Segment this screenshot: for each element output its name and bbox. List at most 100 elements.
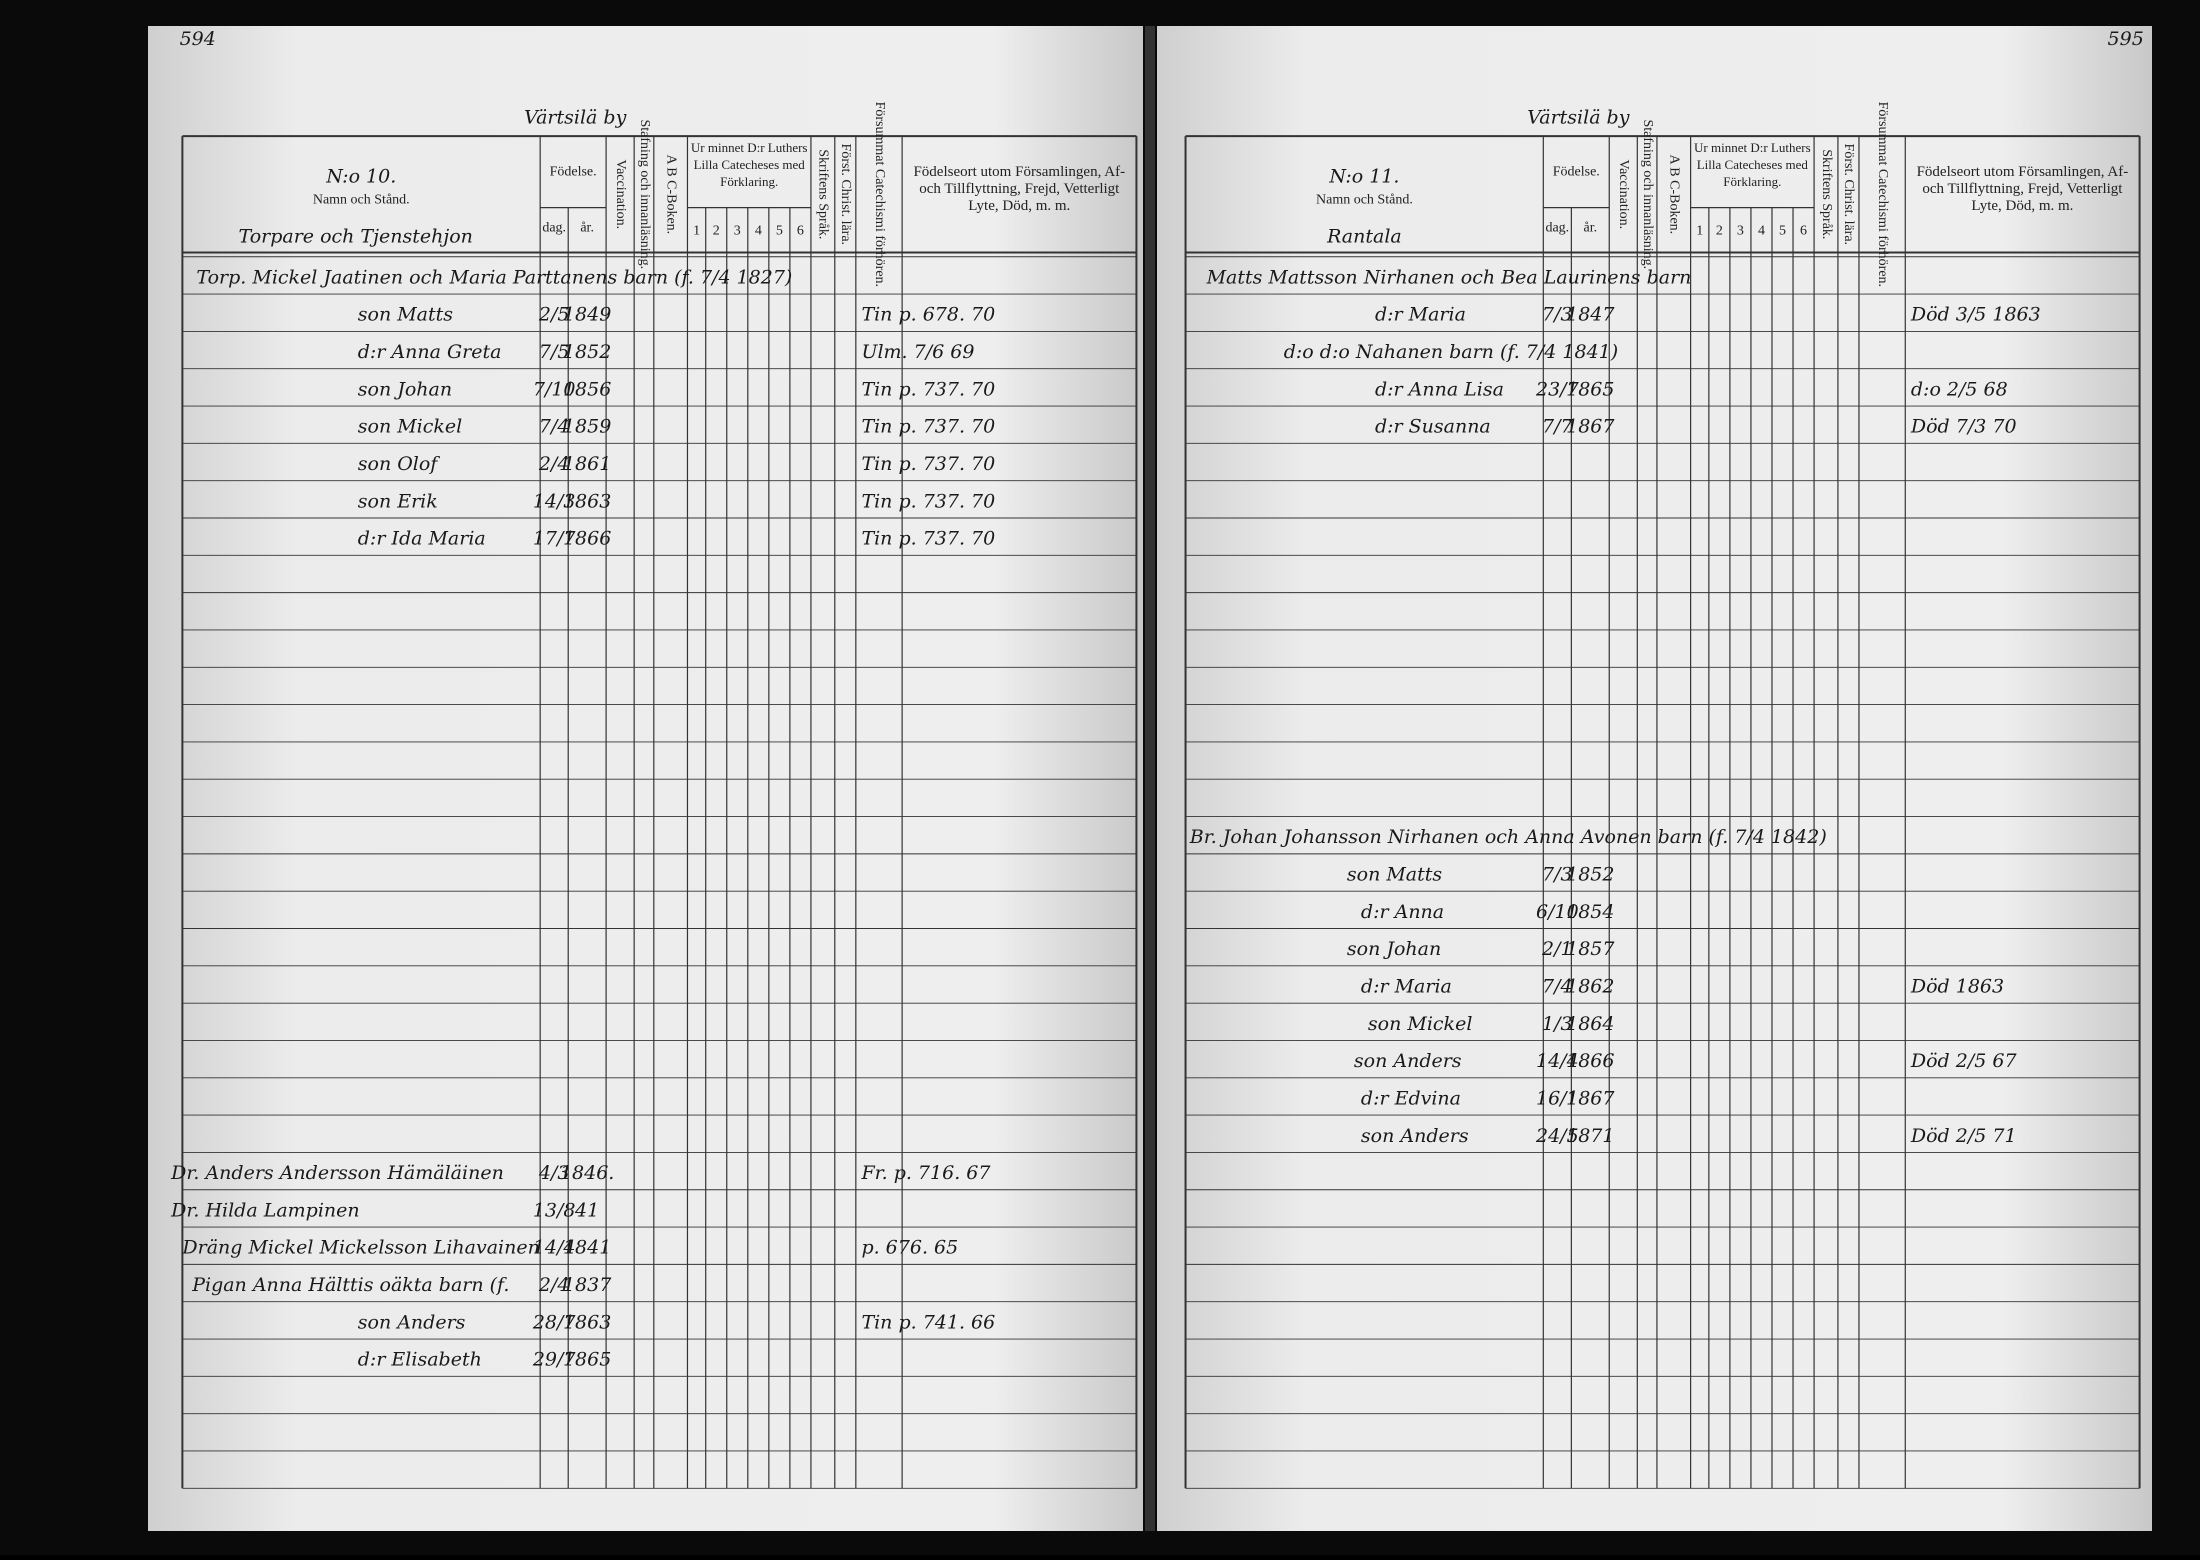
catechism-part-header: 1 (693, 223, 700, 238)
catechism-part-header: 5 (1779, 223, 1786, 238)
entry-note: Tin p. 737. 70 (861, 416, 995, 438)
entry-year: 1871 (1566, 1125, 1614, 1147)
entry-note: Ulm. 7/6 69 (861, 341, 974, 363)
remarks-header: Födelseort utom Församlingen, Af- och Ti… (1916, 164, 2129, 215)
entry-year: 1852 (1566, 864, 1614, 886)
catechism-part-header: 6 (1800, 223, 1807, 238)
name-header: Namn och Stånd. (313, 192, 410, 207)
entry-year: 1866 (563, 528, 611, 550)
entry-day: 7/7 (1542, 416, 1573, 438)
entry-name: son Matts (358, 304, 454, 326)
remarks-header: Födelseort utom Församlingen, Af- och Ti… (913, 164, 1125, 214)
entry-year: 1867 (1566, 1087, 1615, 1109)
abc-header: A B C-Boken. (1667, 154, 1682, 234)
entry-day: 2/4 (538, 453, 570, 475)
entry-day: 16/1 (1536, 1087, 1579, 1109)
entry-name: d:r Maria (1375, 304, 1466, 326)
catechism-part-header: 1 (1696, 223, 1703, 238)
catechism-part-header: 5 (776, 223, 783, 238)
entry-note: Tin p. 737. 70 (861, 378, 995, 400)
entry-name: son Erik (358, 490, 438, 512)
entry-name: d:r Maria (1361, 975, 1452, 997)
entry-day: 14/3 (533, 490, 576, 512)
doctrine-header: Först. Christ. lära. (838, 144, 853, 246)
entry-day: 13/8 (533, 1199, 576, 1221)
year-header: år. (580, 220, 594, 235)
entry-year: 1852 (563, 341, 611, 363)
entry-note: Tin p. 678. 70 (861, 304, 995, 326)
entry-day: 7/3 (1542, 304, 1573, 326)
entry-day: 2/5 (538, 304, 570, 326)
entry-note: Död 3/5 1863 (1910, 304, 2041, 326)
entry-name: Pigan Anna Hälttis oäkta barn (f. (191, 1274, 509, 1296)
catechism-part-header: 4 (1758, 223, 1765, 238)
catechism-part-header: 3 (1737, 223, 1744, 238)
entry-name: son Mickel (1368, 1013, 1472, 1035)
page-heading: Värtsilä by (1527, 106, 1629, 128)
birth-header: Födelse. (1553, 164, 1600, 179)
catechism-header-text: Ur minnet D:r Luthers Lilla Catecheses m… (690, 139, 808, 189)
entry-note: d:o 2/5 68 (1911, 378, 2008, 400)
entry-year: 1865 (563, 1349, 611, 1371)
entry-day: 7/3 (1542, 864, 1573, 886)
entry-day: 14/4 (533, 1237, 576, 1259)
entry-note: Fr. p. 716. 67 (860, 1162, 991, 1184)
entry-day: 2/1 (1541, 938, 1573, 960)
scripture-header: Skriftens Språk. (1819, 149, 1834, 239)
page-number: 595 (2108, 28, 2144, 50)
entry-year: 1867 (1566, 416, 1615, 438)
remarks-header-text: Födelseort utom Församlingen, Af- och Ti… (1916, 164, 2129, 215)
entry-name: d:r Anna Greta (358, 341, 502, 363)
entry-name: son Olof (358, 453, 441, 475)
entry-day: 7/4 (539, 416, 570, 438)
entry-name: son Anders (1354, 1050, 1462, 1072)
catechism-part-header: 2 (1716, 223, 1723, 238)
entry-year: 1856 (563, 378, 611, 400)
entry-day: 7/10 (533, 378, 576, 400)
abc-header: A B C-Boken. (663, 154, 678, 234)
page-subheading: Rantala (1326, 226, 1402, 248)
entry-year: 1866 (1566, 1050, 1614, 1072)
entry-name: Dr. Hilda Lampinen (170, 1199, 359, 1221)
entry-note: Tin p. 741. 66 (861, 1311, 995, 1333)
entry-day: 1/3 (1542, 1013, 1573, 1035)
entry-note: Tin p. 737. 70 (861, 453, 995, 475)
catechism-part-header: 6 (797, 223, 804, 238)
entry-day: 23/7 (1535, 378, 1580, 400)
entry-name: Matts Mattsson Nirhanen och Bea Laurinen… (1206, 266, 1692, 288)
entry-year: 1849 (563, 304, 611, 326)
entry-name: Torp. Mickel Jaatinen och Maria Parttane… (196, 266, 792, 288)
day-header: dag. (1545, 220, 1569, 235)
entry-day: 24/5 (1535, 1125, 1579, 1147)
vaccination-header: Vaccination. (1616, 160, 1631, 230)
catechism-header: Ur minnet D:r Luthers Lilla Catecheses m… (1694, 139, 1811, 189)
catechism-header-text: Ur minnet D:r Luthers Lilla Catecheses m… (1694, 139, 1811, 189)
catechism-header: Ur minnet D:r Luthers Lilla Catecheses m… (690, 139, 808, 189)
entry-year: 1854 (1566, 901, 1614, 923)
entry-day: 7/4 (1542, 975, 1573, 997)
entry-name: son Matts (1347, 864, 1443, 886)
catechism-part-header: 4 (755, 223, 762, 238)
entry-year: 1863 (563, 1311, 611, 1333)
doctrine-header: Först. Christ. lära. (1841, 144, 1856, 246)
entry-year: 1865 (1566, 378, 1614, 400)
missed-header: Försummat Catechismi förhören. (872, 102, 887, 287)
entry-year: 1861 (563, 453, 611, 475)
entry-name: d:r Elisabeth (358, 1349, 482, 1371)
page-subheading: Torpare och Tjenstehjon (239, 226, 473, 248)
entry-year: 1864 (1566, 1013, 1614, 1035)
page-heading: Värtsilä by (524, 106, 626, 128)
missed-header: Försummat Catechismi förhören. (1875, 102, 1890, 287)
entry-note: Död 1863 (1910, 975, 2004, 997)
spelling-header: Stafning och innanläsning. (637, 119, 652, 269)
entry-name: son Johan (358, 378, 452, 400)
entry-name: Dr. Anders Andersson Hämäläinen (170, 1162, 504, 1184)
catechism-part-header: 2 (713, 223, 720, 238)
entry-note: Död 2/5 67 (1910, 1050, 2018, 1072)
entry-year: 1841 (563, 1237, 611, 1259)
page-number: 594 (180, 28, 216, 50)
entry-name: Dräng Mickel Mickelsson Lihavainen (181, 1237, 539, 1259)
right-page (1157, 26, 2152, 1531)
